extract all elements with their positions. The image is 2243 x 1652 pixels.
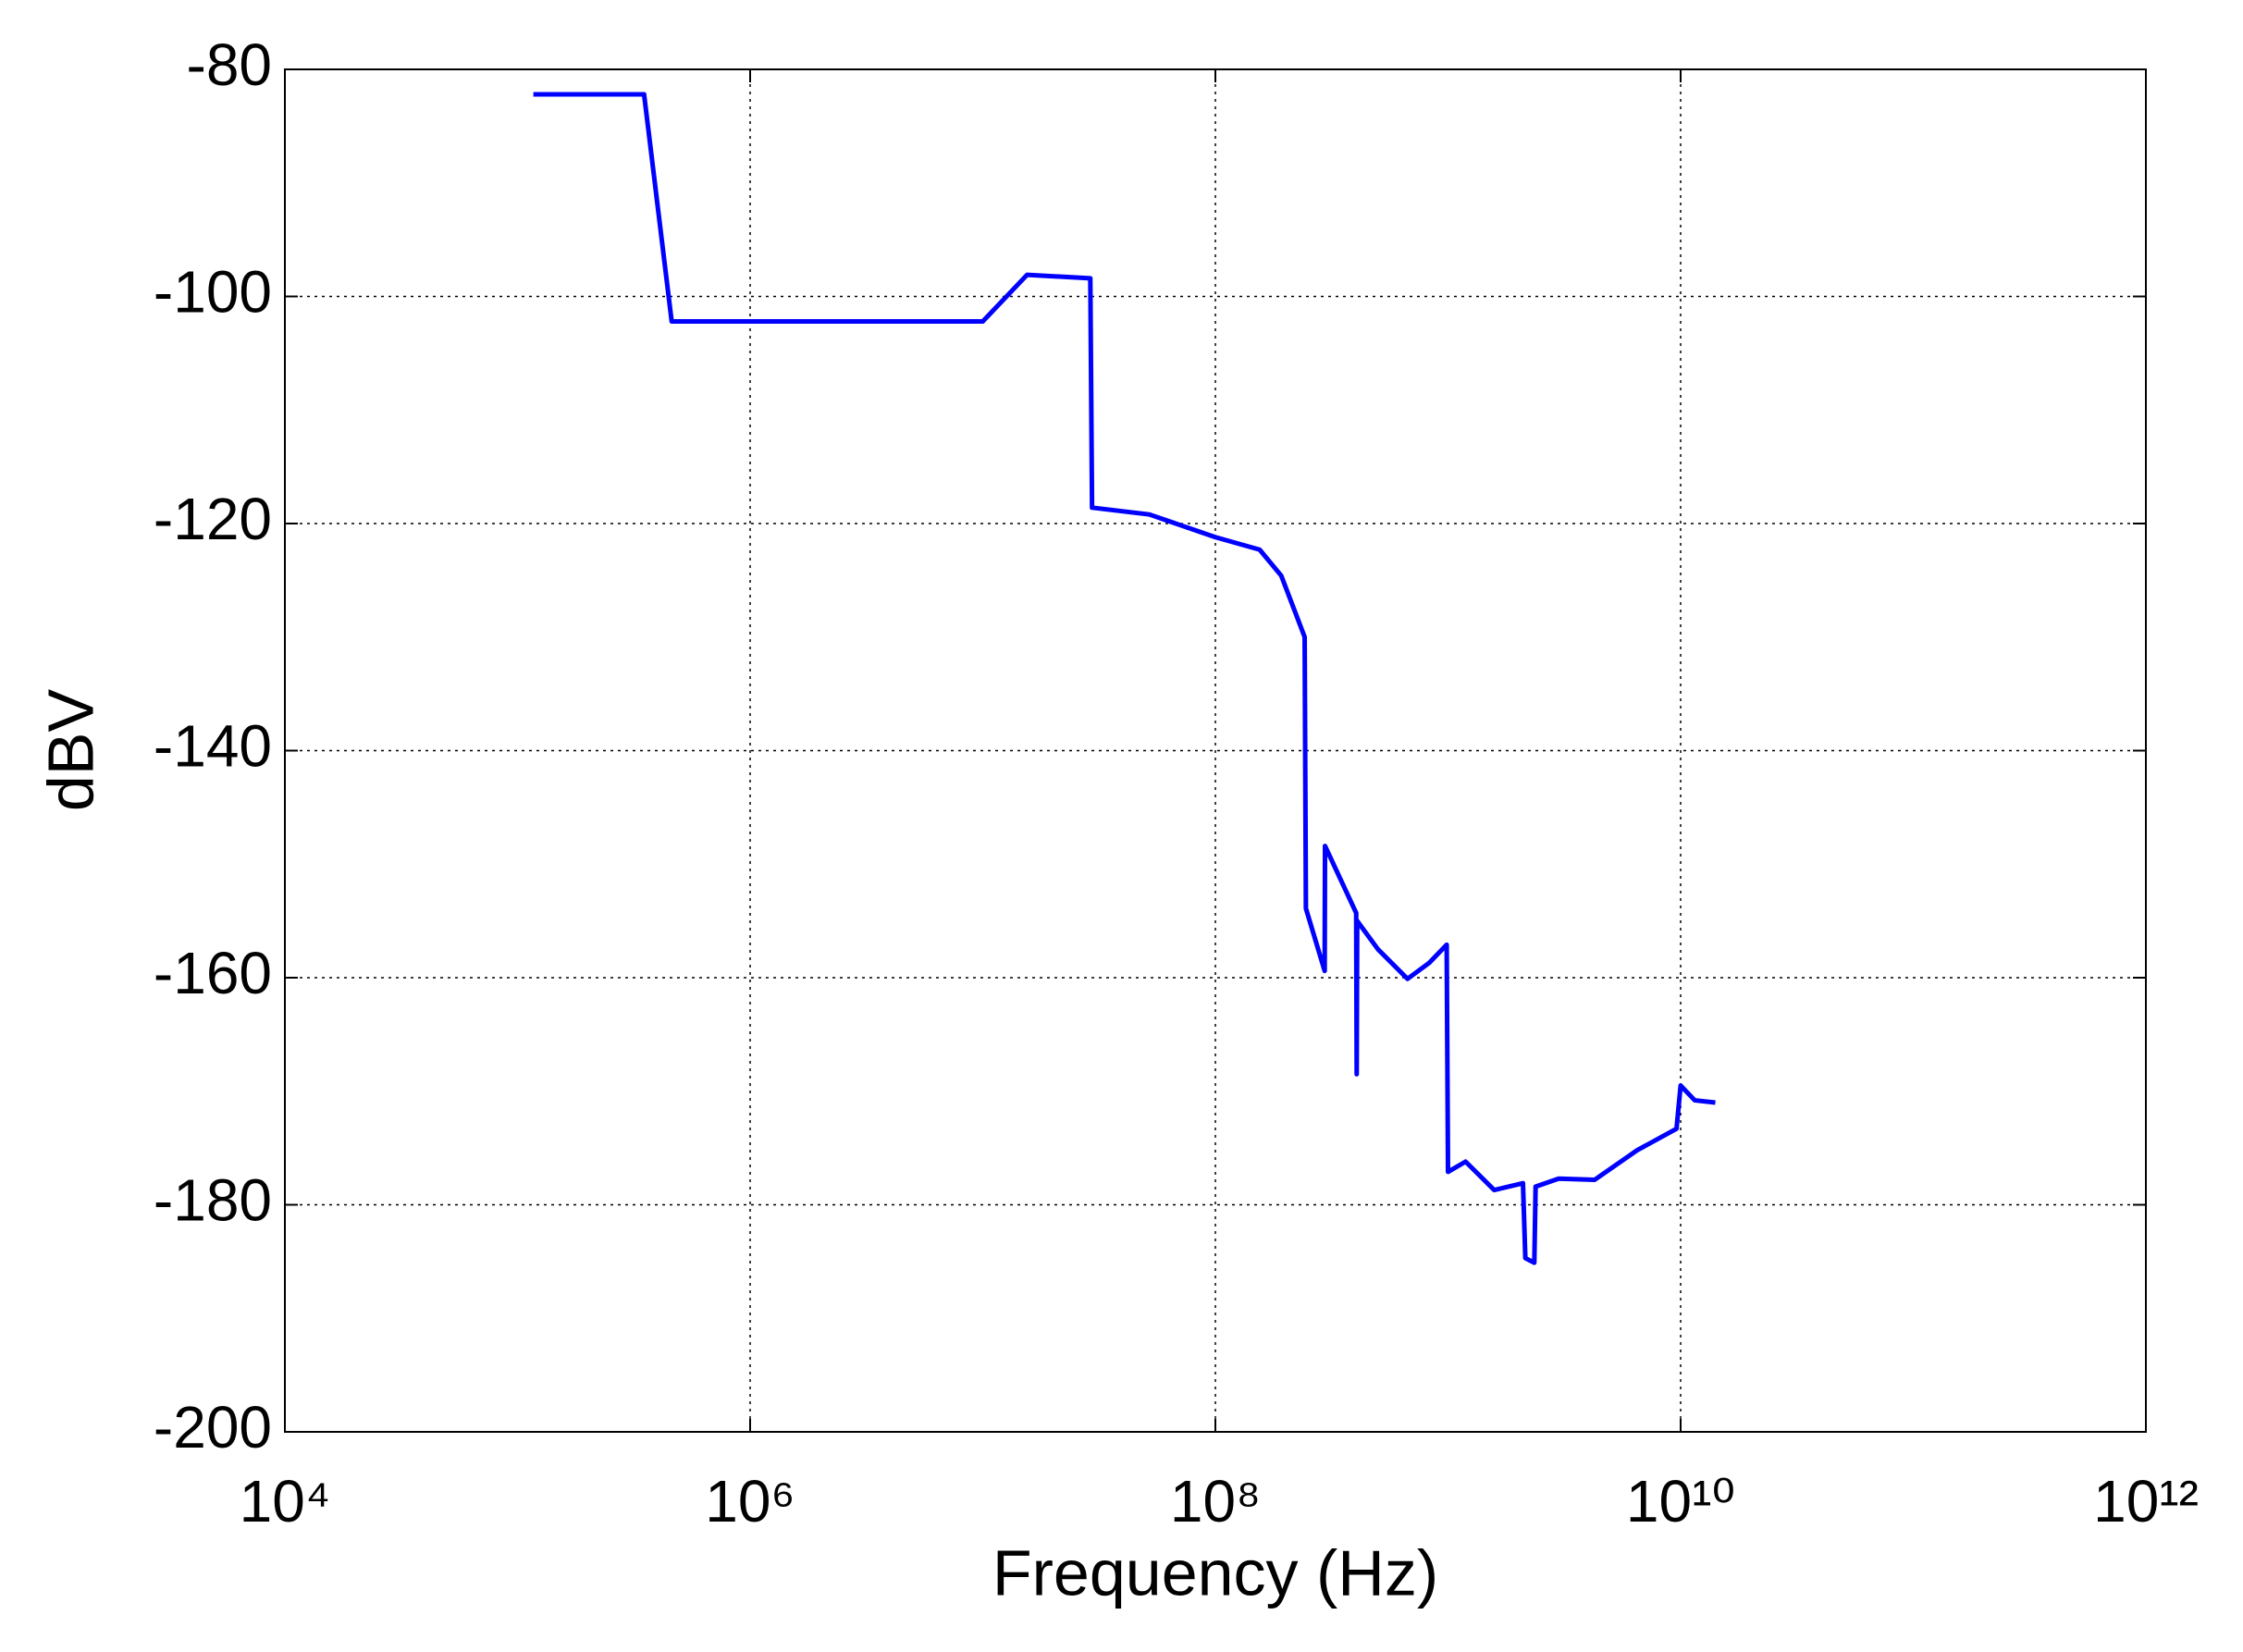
data-line	[533, 92, 1716, 1265]
y-tick-label: -180	[154, 1166, 272, 1233]
y-tick-label: -140	[154, 712, 272, 779]
y-tick-label: -120	[154, 486, 272, 552]
y-tick-label: -100	[154, 258, 272, 325]
y-tick-label: -160	[154, 940, 272, 1006]
x-tick-label: 10⁶	[705, 1468, 795, 1535]
x-tick-label: 10⁴	[240, 1468, 331, 1535]
x-tick-label: 10¹²	[2093, 1468, 2199, 1535]
x-axis-label: Frequency (Hz)	[992, 1536, 1438, 1609]
y-axis-label: dBV	[34, 689, 106, 812]
x-tick-label: 10⁸	[1170, 1468, 1261, 1535]
plot-frame	[284, 68, 2147, 1433]
x-tick-label: 10¹⁰	[1626, 1468, 1735, 1535]
y-tick-label: -200	[154, 1394, 272, 1461]
y-tick-label: -80	[187, 31, 273, 98]
